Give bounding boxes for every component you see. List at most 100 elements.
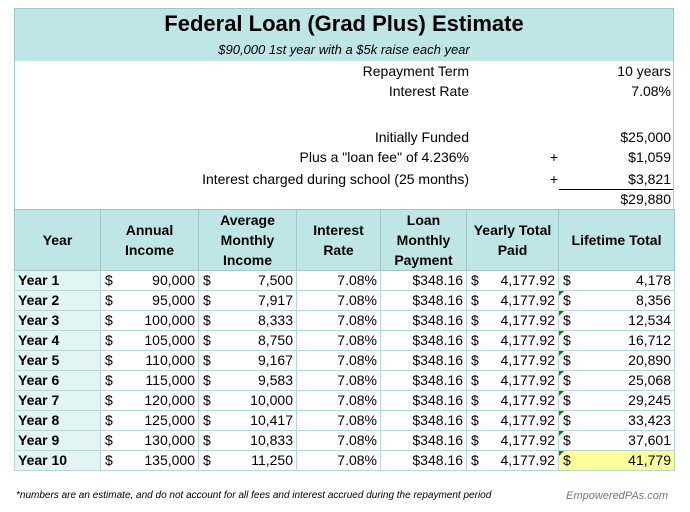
lifetime-total-cell[interactable]: $37,601: [558, 430, 675, 451]
currency-symbol: $: [203, 372, 211, 388]
annual-income-cell[interactable]: $130,000: [100, 430, 199, 451]
formula-warning-icon: [559, 311, 564, 316]
currency-symbol: $: [563, 352, 571, 368]
lifetime-total-cell[interactable]: $29,245: [558, 390, 675, 411]
currency-symbol: $: [563, 392, 571, 408]
yearly-total-cell[interactable]: $4,177.92: [466, 290, 559, 311]
monthly-income-cell[interactable]: $11,250: [198, 450, 297, 471]
monthly-payment-cell[interactable]: $348.16: [380, 430, 467, 451]
monthly-income-value: 8,333: [257, 312, 293, 328]
currency-symbol: $: [203, 412, 211, 428]
lifetime-total-cell[interactable]: $16,712: [558, 330, 675, 351]
year-cell[interactable]: Year 6: [14, 370, 101, 391]
annual-income-cell[interactable]: $125,000: [100, 410, 199, 431]
year-cell[interactable]: Year 1: [14, 270, 101, 291]
monthly-payment-cell[interactable]: $348.16: [380, 450, 467, 471]
lifetime-total-cell[interactable]: $33,423: [558, 410, 675, 431]
formula-warning-icon: [559, 351, 564, 356]
monthly-payment-cell[interactable]: $348.16: [380, 330, 467, 351]
monthly-income-cell[interactable]: $9,583: [198, 370, 297, 391]
year-cell[interactable]: Year 9: [14, 430, 101, 451]
monthly-income-value: 9,583: [257, 372, 293, 388]
monthly-payment-cell[interactable]: $348.16: [380, 290, 467, 311]
annual-income-cell[interactable]: $110,000: [100, 350, 199, 371]
interest-rate-cell[interactable]: 7.08%: [296, 370, 381, 391]
table-row: Year 6 $115,000 $9,583 7.08% $348.16 $4,…: [14, 370, 675, 391]
yearly-total-cell[interactable]: $4,177.92: [466, 310, 559, 331]
monthly-payment-cell[interactable]: $348.16: [380, 270, 467, 291]
interest-rate-cell[interactable]: 7.08%: [296, 270, 381, 291]
monthly-income-cell[interactable]: $7,500: [198, 270, 297, 291]
year-cell[interactable]: Year 3: [14, 310, 101, 331]
annual-income-cell[interactable]: $95,000: [100, 290, 199, 311]
yearly-total-cell[interactable]: $4,177.92: [466, 430, 559, 451]
annual-income-value: 120,000: [144, 392, 195, 408]
lifetime-total-cell[interactable]: $20,890: [558, 350, 675, 371]
lifetime-total-cell[interactable]: $8,356: [558, 290, 675, 311]
yearly-total-value: 4,177.92: [500, 292, 556, 308]
yearly-total-value: 4,177.92: [500, 332, 556, 348]
annual-income-cell[interactable]: $120,000: [100, 390, 199, 411]
table-body: Year 1 $90,000 $7,500 7.08% $348.16 $4,1…: [14, 270, 675, 471]
yearly-total-cell[interactable]: $4,177.92: [466, 450, 559, 471]
yearly-total-cell[interactable]: $4,177.92: [466, 350, 559, 371]
monthly-payment-cell[interactable]: $348.16: [380, 310, 467, 331]
yearly-total-cell[interactable]: $4,177.92: [466, 330, 559, 351]
table-row: Year 1 $90,000 $7,500 7.08% $348.16 $4,1…: [14, 270, 675, 291]
monthly-income-cell[interactable]: $8,750: [198, 330, 297, 351]
year-cell[interactable]: Year 8: [14, 410, 101, 431]
school-interest-row: Interest charged during school (25 month…: [15, 169, 673, 189]
lifetime-total-value: 29,245: [628, 392, 671, 408]
interest-rate-cell[interactable]: 7.08%: [296, 350, 381, 371]
monthly-payment-cell[interactable]: $348.16: [380, 410, 467, 431]
formula-warning-icon: [559, 291, 564, 296]
interest-rate-cell[interactable]: 7.08%: [296, 390, 381, 411]
interest-rate-cell[interactable]: 7.08%: [296, 410, 381, 431]
currency-symbol: $: [563, 292, 571, 308]
interest-rate-cell[interactable]: 7.08%: [296, 290, 381, 311]
yearly-total-cell[interactable]: $4,177.92: [466, 270, 559, 291]
monthly-payment-cell[interactable]: $348.16: [380, 350, 467, 371]
footer: *numbers are an estimate, and do not acc…: [16, 490, 676, 506]
currency-symbol: $: [203, 432, 211, 448]
annual-income-cell[interactable]: $135,000: [100, 450, 199, 471]
sheet-title: Federal Loan (Grad Plus) Estimate: [14, 8, 674, 39]
currency-symbol: $: [563, 372, 571, 388]
monthly-income-cell[interactable]: $10,417: [198, 410, 297, 431]
lifetime-total-cell[interactable]: $4,178: [558, 270, 675, 291]
lifetime-total-cell-highlighted[interactable]: $41,779: [558, 450, 675, 471]
annual-income-cell[interactable]: $105,000: [100, 330, 199, 351]
interest-rate-cell[interactable]: 7.08%: [296, 310, 381, 331]
monthly-payment-cell[interactable]: $348.16: [380, 370, 467, 391]
monthly-payment-cell[interactable]: $348.16: [380, 390, 467, 411]
year-cell[interactable]: Year 4: [14, 330, 101, 351]
monthly-income-cell[interactable]: $7,917: [198, 290, 297, 311]
year-cell[interactable]: Year 7: [14, 390, 101, 411]
yearly-total-cell[interactable]: $4,177.92: [466, 370, 559, 391]
year-cell[interactable]: Year 2: [14, 290, 101, 311]
monthly-income-cell[interactable]: $10,000: [198, 390, 297, 411]
interest-rate-cell[interactable]: 7.08%: [296, 430, 381, 451]
interest-rate-cell[interactable]: 7.08%: [296, 330, 381, 351]
yearly-total-cell[interactable]: $4,177.92: [466, 390, 559, 411]
annual-income-cell[interactable]: $90,000: [100, 270, 199, 291]
lifetime-total-value: 16,712: [628, 332, 671, 348]
school-interest-label: Interest charged during school (25 month…: [202, 171, 469, 187]
monthly-income-cell[interactable]: $8,333: [198, 310, 297, 331]
currency-symbol: $: [203, 392, 211, 408]
currency-symbol: $: [105, 452, 113, 468]
annual-income-value: 95,000: [152, 292, 195, 308]
monthly-income-cell[interactable]: $10,833: [198, 430, 297, 451]
annual-income-cell[interactable]: $100,000: [100, 310, 199, 331]
formula-warning-icon: [559, 411, 564, 416]
lifetime-total-cell[interactable]: $25,068: [558, 370, 675, 391]
annual-income-cell[interactable]: $115,000: [100, 370, 199, 391]
year-cell[interactable]: Year 5: [14, 350, 101, 371]
yearly-total-cell[interactable]: $4,177.92: [466, 410, 559, 431]
currency-symbol: $: [105, 412, 113, 428]
lifetime-total-cell[interactable]: $12,534: [558, 310, 675, 331]
year-cell[interactable]: Year 10: [14, 450, 101, 471]
monthly-income-cell[interactable]: $9,167: [198, 350, 297, 371]
interest-rate-cell[interactable]: 7.08%: [296, 450, 381, 471]
currency-symbol: $: [105, 392, 113, 408]
